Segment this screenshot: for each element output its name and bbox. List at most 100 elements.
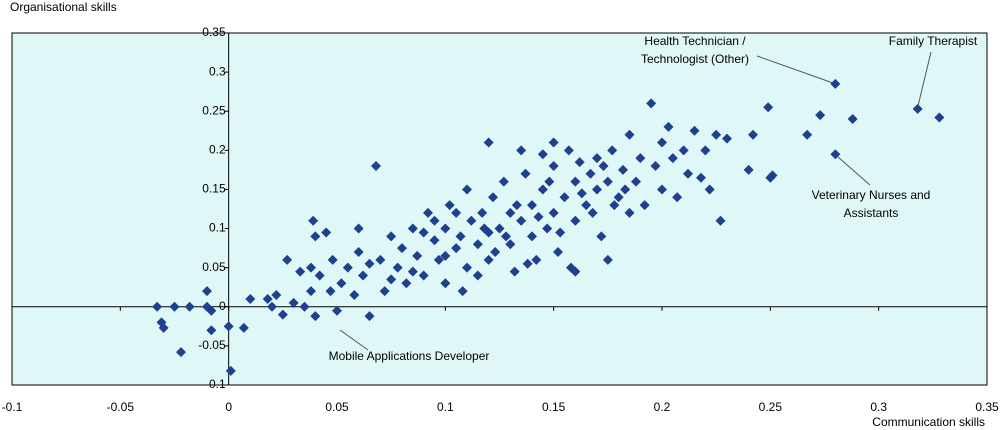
point [596, 231, 607, 242]
point [527, 200, 537, 211]
y-tick-label: 0.35 [202, 25, 226, 39]
point [767, 170, 778, 181]
point [700, 145, 711, 156]
point [397, 243, 407, 254]
y-tick-label: 0.3 [209, 64, 226, 78]
x-tick-label: 0 [225, 400, 232, 414]
point [353, 247, 364, 258]
point [537, 184, 548, 195]
point [332, 305, 342, 316]
point [663, 121, 674, 132]
point [696, 172, 706, 183]
point [533, 211, 544, 222]
point [299, 301, 310, 312]
point [401, 278, 412, 289]
point [169, 301, 180, 312]
point [457, 286, 468, 297]
point [501, 231, 511, 242]
x-tick-label: 0.1 [437, 400, 454, 414]
point [704, 184, 715, 195]
point [553, 247, 563, 258]
point [433, 254, 444, 265]
point [650, 160, 661, 171]
point [505, 239, 516, 250]
y-tick-label: 0.25 [202, 103, 226, 117]
point [267, 301, 277, 312]
point [912, 103, 923, 114]
point [631, 176, 641, 187]
point [472, 239, 483, 250]
point [371, 160, 381, 171]
point [847, 114, 858, 125]
point [440, 278, 451, 289]
point [358, 270, 368, 281]
point [624, 129, 635, 140]
point [711, 129, 722, 140]
y-tick-label: 0.15 [202, 182, 226, 196]
y-tick-label: -0.1 [205, 377, 226, 391]
point [444, 200, 455, 211]
annotation: Mobile Applications Developer [329, 349, 490, 363]
point [934, 112, 945, 123]
y-tick-label: -0.05 [198, 338, 226, 352]
point [815, 110, 826, 121]
point [490, 247, 501, 258]
x-tick-label: 0.3 [870, 400, 887, 414]
point [479, 223, 490, 234]
point [830, 78, 841, 89]
point [563, 145, 574, 156]
point [223, 321, 234, 332]
y-tick-label: 0.1 [209, 221, 226, 235]
point [559, 192, 570, 203]
point [516, 145, 527, 156]
point [548, 137, 559, 148]
point [570, 215, 581, 226]
point [392, 262, 403, 273]
point [306, 286, 316, 297]
point [423, 207, 433, 218]
point [722, 133, 732, 144]
point [602, 254, 613, 265]
point [683, 168, 693, 179]
x-tick-label: 0.15 [542, 400, 566, 414]
point [667, 153, 678, 164]
point [527, 231, 537, 242]
point [466, 215, 477, 226]
point [620, 184, 631, 195]
point [715, 215, 726, 226]
y-tick-label: 0.2 [209, 143, 226, 157]
annotation: Family Therapist [889, 34, 978, 48]
point [375, 254, 386, 265]
point [308, 215, 319, 226]
point [306, 262, 316, 273]
point [635, 153, 646, 164]
point [379, 286, 390, 297]
point [618, 164, 628, 175]
point [418, 270, 429, 281]
point [364, 311, 375, 322]
point [282, 254, 293, 265]
point [613, 192, 624, 203]
point [587, 207, 598, 218]
point [483, 254, 494, 265]
point [472, 270, 483, 281]
point [555, 227, 566, 238]
x-tick-label: -0.1 [2, 400, 23, 414]
point [657, 184, 667, 195]
point [830, 149, 841, 160]
point [520, 168, 531, 179]
point [657, 137, 667, 148]
point [158, 322, 169, 333]
point [548, 160, 559, 171]
point [271, 290, 282, 301]
x-axis-label: Communication skills [872, 415, 985, 429]
point [598, 160, 609, 171]
annotation: Health Technician / [644, 34, 746, 48]
point [202, 286, 212, 297]
y-tick-label: 0.05 [202, 260, 226, 274]
point [176, 347, 186, 358]
point [522, 258, 533, 269]
annotation-leader [339, 329, 369, 351]
point [639, 200, 650, 211]
